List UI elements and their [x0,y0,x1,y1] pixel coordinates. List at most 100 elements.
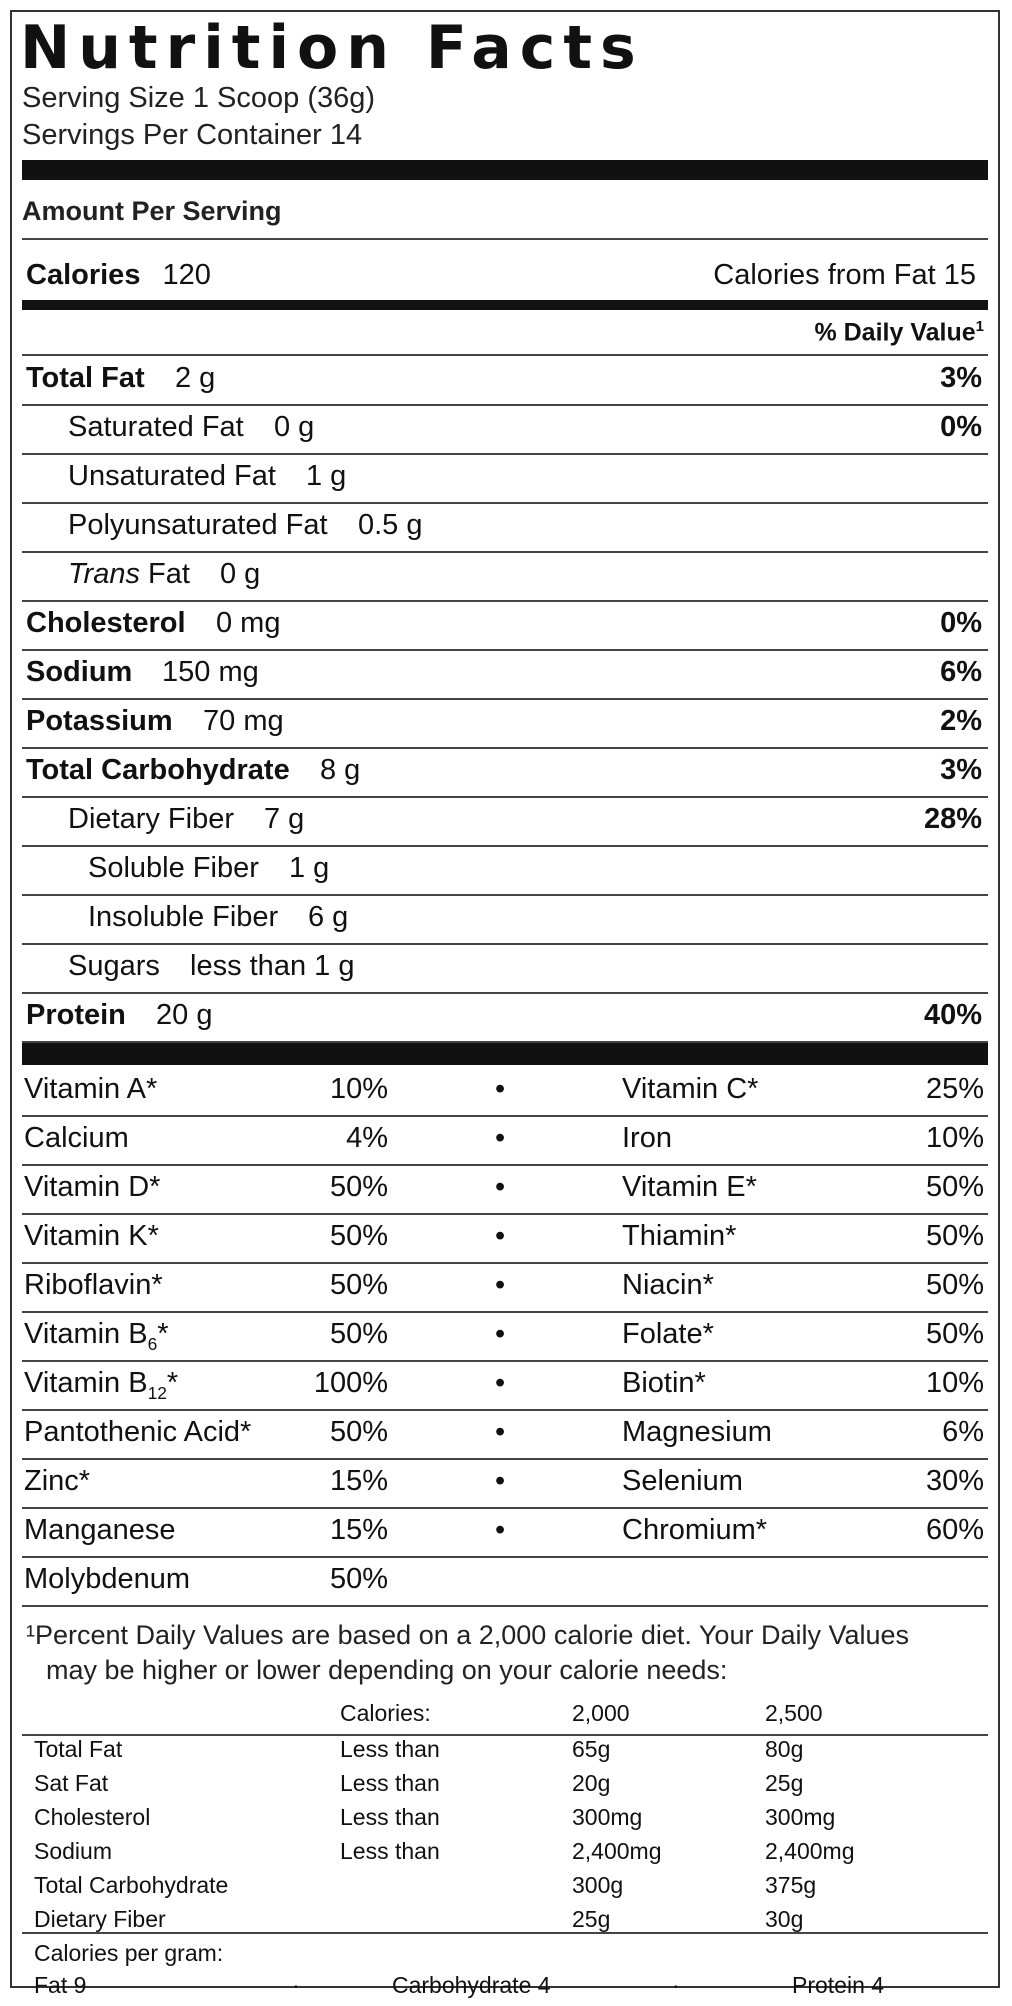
thick-divider-top [22,160,988,180]
vitamin-name: Riboflavin* [24,1269,163,1301]
nutrient-name: Sugars [68,950,160,982]
vitamin-daily-value: 25% [925,1073,984,1105]
vitamin-name: Thiamin* [622,1220,737,1252]
vitamin-name: Selenium [622,1465,743,1497]
footnote-line1: ¹Percent Daily Values are based on a 2,0… [26,1620,910,1650]
nutrient-row: Sugars less than 1 g [22,944,988,994]
table-divider [22,1734,988,1736]
nutrient-name: Potassium [26,705,173,737]
nutrient-row: Polyunsaturated Fat 0.5 g [22,503,988,553]
vitamin-name: Biotin* [622,1367,706,1399]
nutrient-row: Potassium 70 mg 2% [22,699,988,749]
table-cell: 25g [765,1770,804,1796]
vitamin-daily-value: 6% [942,1416,984,1448]
vitamin-name: Iron [622,1122,672,1154]
vitamin-daily-value: 100% [313,1367,388,1399]
table-cell: 2,500 [765,1700,823,1726]
table-cell: 65g [572,1736,611,1762]
vitamin-daily-value: 15% [329,1465,388,1497]
cpg-carbohydrate: Carbohydrate 4 [392,1972,551,1998]
vitamin-daily-value: 30% [925,1465,984,1497]
nutrient-row: Protein 20 g 40% [22,993,988,1043]
bullet-separator: • [495,1416,506,1448]
vitamin-daily-value: 50% [329,1269,388,1301]
vitamin-name: Folate* [622,1318,714,1350]
vitamin-name: Vitamin E* [622,1171,757,1203]
nutrient-row: Cholesterol 0 mg 0% [22,601,988,651]
table-cell: Less than [340,1804,440,1830]
nutrient-name: Trans Fat [68,558,190,590]
nutrient-amount: 1 g [289,852,330,884]
nutrient-amount: 70 mg [203,705,284,737]
table-cell: 300mg [572,1804,643,1830]
nutrient-name: Soluble Fiber [88,852,259,884]
vitamin-name: Vitamin B12* [24,1367,179,1403]
table-cell: 20g [572,1770,611,1796]
nutrient-daily-value: 3% [940,362,982,394]
nutrient-row: Trans Fat 0 g [22,552,988,602]
vitamin-row: Calcium 4% Iron 10% • [22,1116,988,1166]
nutrient-name: Polyunsaturated Fat [68,509,328,541]
table-cell: Total Fat [34,1736,123,1762]
vitamin-row: Vitamin B12* 100% Biotin* 10% • [22,1361,988,1411]
calories-label: Calories [26,259,141,291]
calories-row: Calories 120 [26,259,211,292]
vitamin-name: Magnesium [622,1416,772,1448]
thin-divider [22,238,988,240]
vitamin-daily-value: 10% [925,1367,984,1399]
nutrient-name: Unsaturated Fat [68,460,276,492]
nutrient-name: Total Carbohydrate [26,754,290,786]
nutrient-amount: 0.5 g [358,509,423,541]
bullet-separator: • [495,1318,506,1350]
nutrient-amount: 150 mg [162,656,259,688]
table-row: Total Carbohydrate 300g 375g [22,1872,988,1906]
vitamin-daily-value: 50% [329,1416,388,1448]
nutrient-name: Cholesterol [26,607,186,639]
servings-per-container: Servings Per Container 14 [22,119,363,151]
thin-divider [22,354,988,356]
vitamin-name: Vitamin A* [24,1073,158,1105]
nutrient-name: Dietary Fiber [68,803,234,835]
table-cell: 30g [765,1906,804,1932]
bullet-separator: • [495,1122,506,1154]
nutrient-amount: 1 g [306,460,347,492]
nutrient-amount: 0 mg [216,607,281,639]
vitamin-daily-value: 50% [925,1171,984,1203]
vitamin-row: Riboflavin* 50% Niacin* 50% • [22,1263,988,1313]
nutrient-row: Sodium 150 mg 6% [22,650,988,700]
nutrient-row: Insoluble Fiber 6 g [22,895,988,945]
nutrition-label: Nutrition Facts Serving Size 1 Scoop (36… [10,10,1000,1998]
table-row: Dietary Fiber 25g 30g [22,1906,988,1940]
nutrient-daily-value: 28% [923,803,982,835]
nutrient-amount: 2 g [175,362,216,394]
medium-divider [22,300,988,310]
vitamin-name: Vitamin C* [622,1073,759,1105]
vitamin-daily-value: 50% [925,1318,984,1350]
cpg-protein: Protein 4 [792,1972,885,1998]
nutrient-row: Total Carbohydrate 8 g 3% [22,748,988,798]
table-cell: Sodium [34,1838,112,1864]
vitamin-daily-value: 60% [925,1514,984,1546]
nutrient-row: Saturated Fat 0 g 0% [22,405,988,455]
table-row: Total Fat Less than 65g 80g [22,1736,988,1770]
table-cell: 300mg [765,1804,836,1830]
calories-from-fat: Calories from Fat 15 [713,259,976,291]
footnote-line2: may be higher or lower depending on your… [46,1655,728,1685]
vitamin-row: Pantothenic Acid* 50% Magnesium 6% • [22,1410,988,1460]
table-cell: 80g [765,1736,804,1762]
nutrient-amount: 6 g [308,901,349,933]
vitamin-name: Manganese [24,1514,176,1546]
table-cell: Less than [340,1838,440,1864]
nutrient-daily-value: 0% [940,607,982,639]
table-cell: 2,000 [572,1700,630,1726]
vitamin-name: Niacin* [622,1269,714,1301]
vitamin-daily-value: 4% [346,1122,388,1154]
nutrient-daily-value: 6% [940,656,982,688]
thin-divider [22,1932,988,1934]
vitamin-name: Vitamin B6* [24,1318,169,1354]
table-cell: 300g [572,1872,624,1898]
cpg-fat: Fat 9 [34,1972,87,1998]
table-cell: Less than [340,1770,440,1796]
vitamin-daily-value: 50% [329,1220,388,1252]
nutrient-amount: 20 g [156,999,213,1031]
